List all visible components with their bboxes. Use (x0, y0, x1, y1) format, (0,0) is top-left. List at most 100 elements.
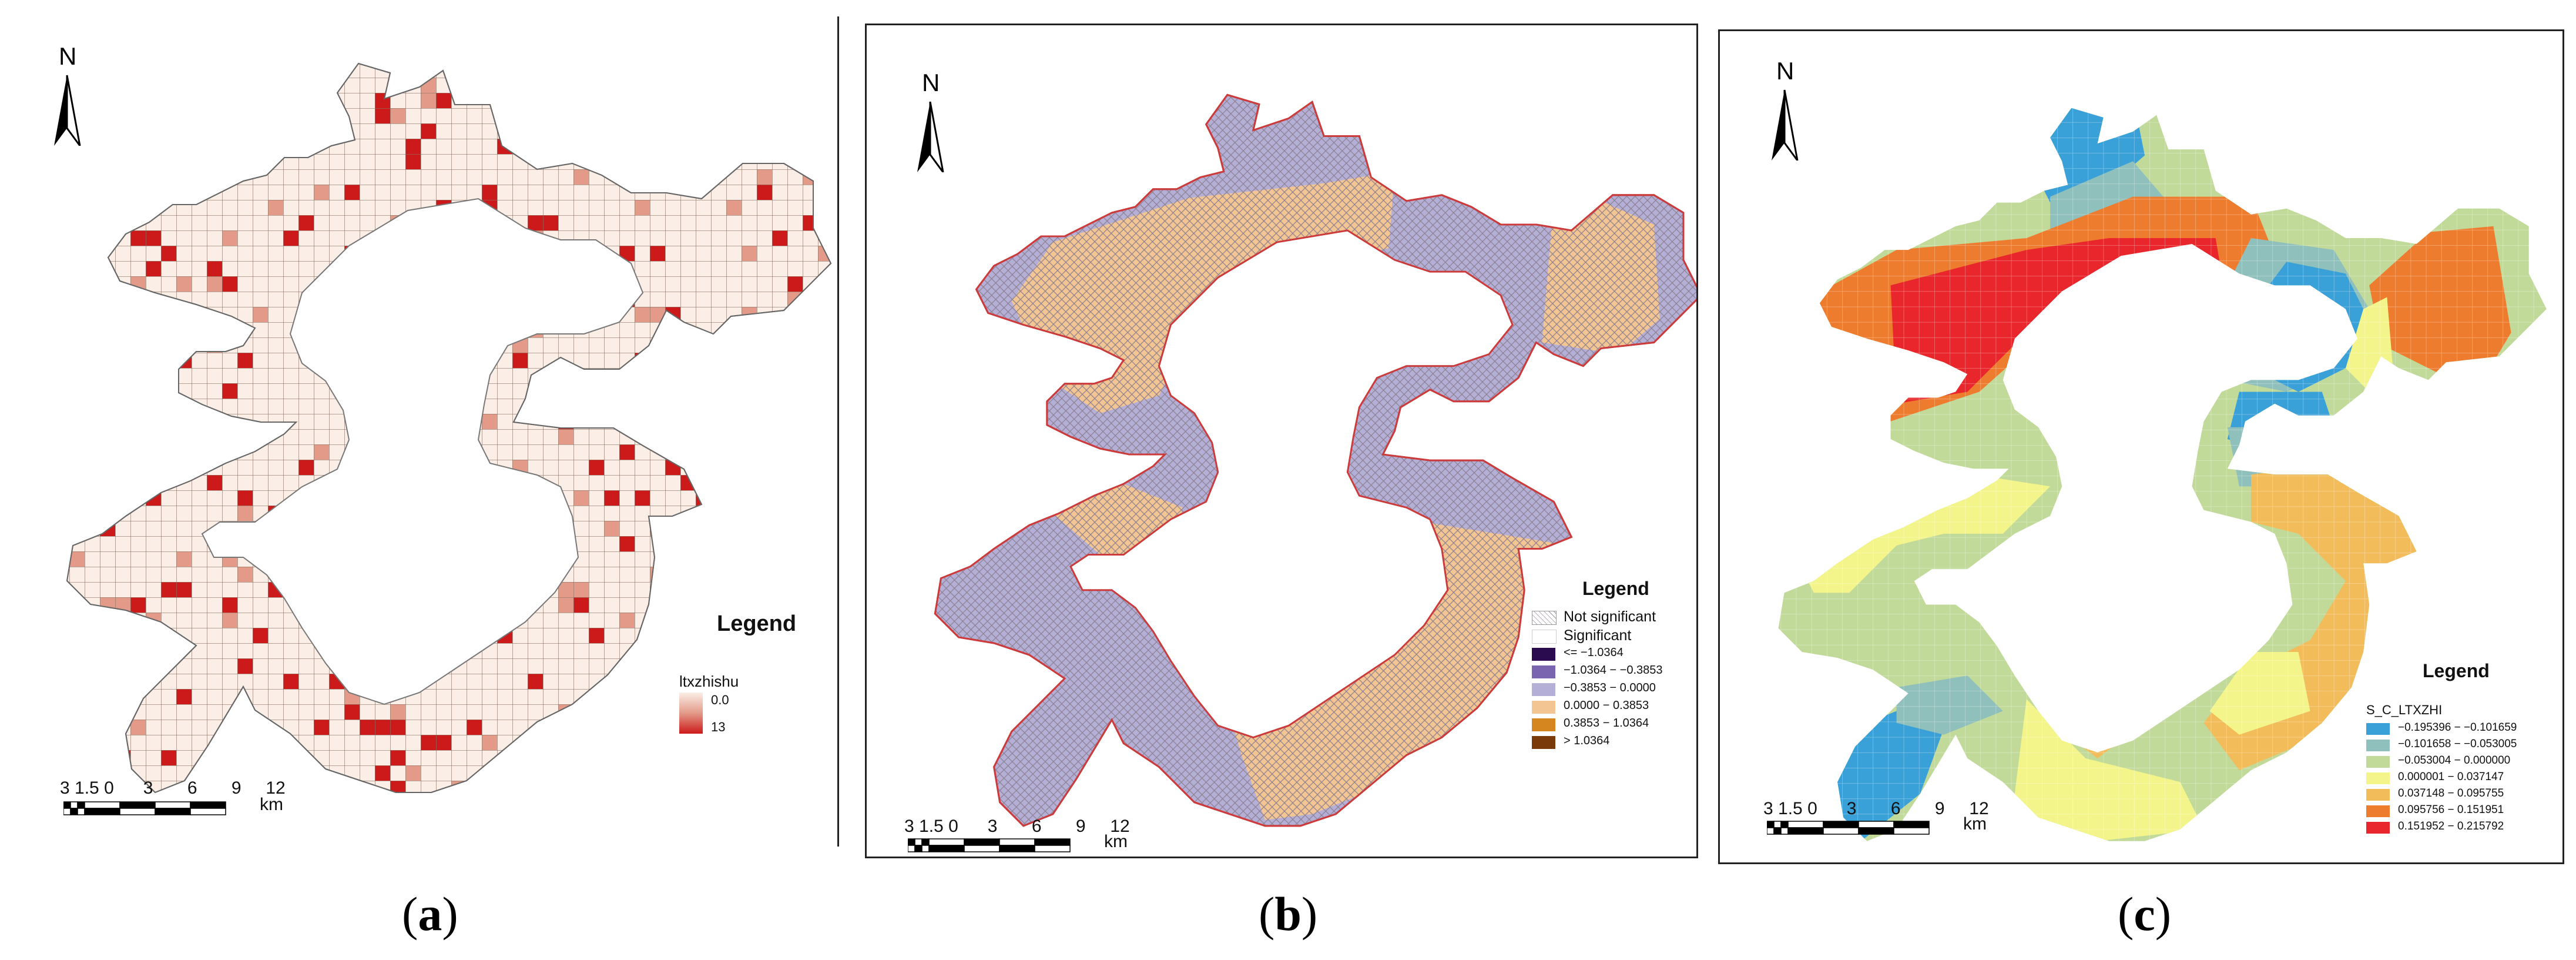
hotspot-cell (772, 460, 787, 475)
hotspot-cell (589, 63, 604, 78)
legend-class-c-swatch (2366, 822, 2390, 834)
hotspot-cell (635, 414, 650, 429)
legend-title-c: Legend (2423, 660, 2490, 681)
hotspot-cell (100, 93, 115, 108)
hotspot-cell (818, 536, 831, 551)
hotspot-cell (635, 735, 650, 750)
hotspot-cell (314, 93, 329, 108)
hotspot-cell (726, 536, 742, 551)
hotspot-cell (39, 353, 54, 368)
hotspot-cell (100, 307, 115, 322)
hotspot-cell (711, 735, 726, 750)
hotspot-cell (115, 47, 130, 62)
legend-class-c-swatch (2366, 789, 2390, 801)
hotspot-cell (298, 63, 314, 78)
north-arrow: N (917, 69, 944, 172)
hotspot-cell (161, 414, 176, 429)
scale-labels-c: 3 1.5 0 3 6 9 12 (1763, 799, 1989, 818)
hotspot-cell (100, 704, 115, 720)
hotspot-cell (100, 750, 115, 765)
scale-unit-c: km (1963, 814, 1987, 834)
legend-min-a: 0.0 (711, 693, 729, 707)
hotspot-cell (803, 750, 818, 765)
hotspot-cell (436, 796, 451, 811)
legend-class-b-swatch (1532, 701, 1555, 714)
hotspot-cell (176, 93, 192, 108)
legend-title-b: Legend (1582, 578, 1649, 599)
scale-bar-c (1767, 821, 1930, 835)
hotspot-cell (772, 689, 787, 704)
hotspot-cell (665, 628, 680, 643)
hotspot-cell (787, 47, 803, 62)
legend-class-b-label: <= −1.0364 (1564, 646, 1624, 659)
legend-label-significant: Significant (1564, 627, 1632, 644)
hotspot-cell (726, 399, 742, 414)
hotspot-cell (680, 337, 696, 353)
hotspot-cell (742, 460, 757, 475)
hotspot-cell (635, 63, 650, 78)
map-b-svg (934, 93, 1696, 827)
hotspot-cell (573, 139, 589, 154)
legend-class-b-row: −0.3853 − 0.0000 (1532, 681, 1696, 699)
hotspot-cell (100, 276, 115, 292)
hotspot-cell (604, 123, 619, 139)
legend-max-a: 13 (711, 720, 726, 734)
hotspot-cell (39, 307, 54, 322)
legend-class-c-row: −0.053004 − 0.000000 (2366, 754, 2560, 771)
scale-bar-b (908, 838, 1071, 852)
hotspot-cell (757, 444, 772, 460)
hotspot-cell (787, 383, 803, 399)
hotspot-cell (665, 139, 680, 154)
hotspot-cell (635, 750, 650, 765)
hotspot-cell (635, 399, 650, 414)
hotspot-cell (665, 582, 680, 597)
legend-class-c-swatch (2366, 805, 2390, 817)
hotspot-cell (146, 322, 161, 337)
inner-hole-a (201, 198, 644, 705)
map-panel-b: N Legend Not significant Significant <= … (865, 24, 1698, 858)
hotspot-cell (100, 200, 115, 215)
hotspot-cell (130, 337, 146, 353)
hotspot-cell (635, 108, 650, 123)
hotspot-cell (757, 108, 772, 123)
hotspot-cell (39, 643, 54, 658)
legend-class-c-label: −0.101658 − −0.053005 (2398, 738, 2517, 750)
hotspot-cell (39, 643, 54, 658)
scale-bar-a (63, 801, 226, 815)
hotspot-cell (757, 123, 772, 139)
hotspot-cell (130, 658, 146, 674)
hotspot-cell (818, 47, 833, 62)
hotspot-cell (711, 63, 726, 78)
hotspot-cell (757, 567, 772, 582)
hotspot-cell (787, 658, 803, 674)
legend-class-c-swatch (2366, 723, 2390, 735)
hotspot-cell (436, 47, 451, 62)
hotspot-cell (589, 781, 604, 792)
hotspot-cell (650, 735, 665, 750)
hotspot-cell (146, 322, 161, 337)
hotspot-cell (268, 63, 283, 78)
legend-class-b-row: 0.0000 − 0.3853 (1532, 699, 1696, 717)
legend-class-c-row: 0.151952 − 0.215792 (2366, 820, 2560, 837)
hotspot-cell (115, 414, 130, 429)
hotspot-cell (619, 414, 635, 429)
hotspot-cell (39, 643, 54, 658)
hotspot-cell (115, 154, 130, 169)
hotspot-cell (39, 414, 54, 429)
legend-title-a: Legend (717, 611, 797, 636)
hotspot-cell (85, 353, 100, 368)
hotspot-cell (711, 383, 726, 399)
hotspot-cell (803, 322, 818, 337)
legend-class-c-swatch (2366, 756, 2390, 768)
map-a-svg (39, 47, 833, 811)
inner-hole-c (1914, 244, 2358, 752)
north-label: N (59, 42, 76, 70)
hotspot-cell (726, 368, 742, 383)
hotspot-cell (100, 414, 115, 429)
north-arrow: N (54, 42, 81, 146)
hotspot-cell (757, 658, 772, 674)
legend-class-c-label: 0.037148 − 0.095755 (2398, 787, 2504, 800)
hotspot-cell (100, 383, 115, 399)
legend-field-a: ltxzhishu (679, 673, 739, 690)
hotspot-cell (39, 185, 54, 200)
